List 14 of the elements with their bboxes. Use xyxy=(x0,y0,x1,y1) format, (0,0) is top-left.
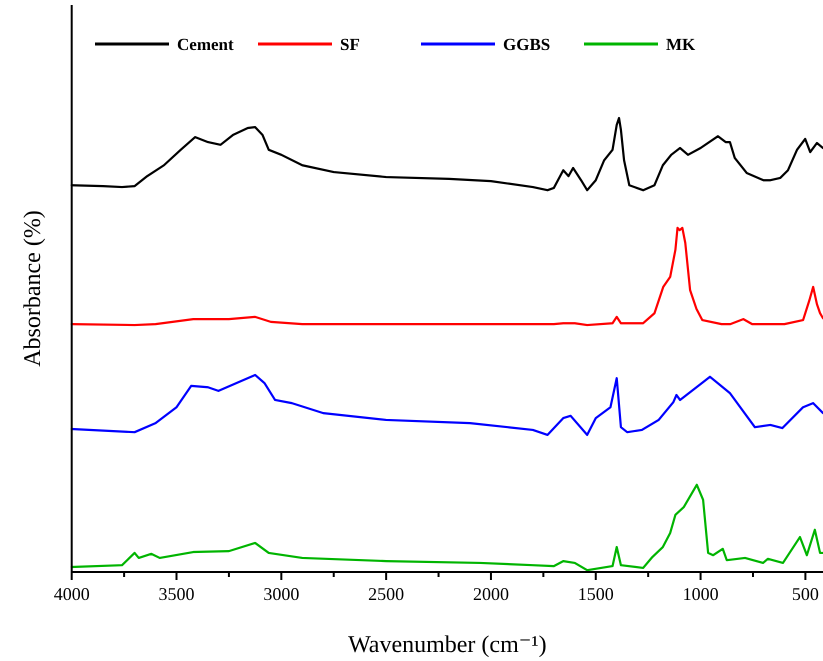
x-tick-label: 3500 xyxy=(158,584,195,604)
x-tick-label: 2500 xyxy=(368,584,404,604)
x-tick-label: 3000 xyxy=(263,584,300,604)
y-axis-title: Absorbance (%) xyxy=(20,210,46,367)
legend-label: SF xyxy=(340,35,360,54)
x-tick-label: 1500 xyxy=(578,584,614,604)
legend-label: Cement xyxy=(177,35,234,54)
x-tick-label: 500 xyxy=(792,584,819,604)
x-tick-label: 1000 xyxy=(682,584,719,604)
legend-label: MK xyxy=(666,35,696,54)
x-tick-label: 4000 xyxy=(54,584,90,604)
x-tick-label: 2000 xyxy=(472,584,509,604)
legend-label: GGBS xyxy=(503,35,550,54)
x-axis-title: Wavenumber (cm⁻¹) xyxy=(348,632,547,658)
